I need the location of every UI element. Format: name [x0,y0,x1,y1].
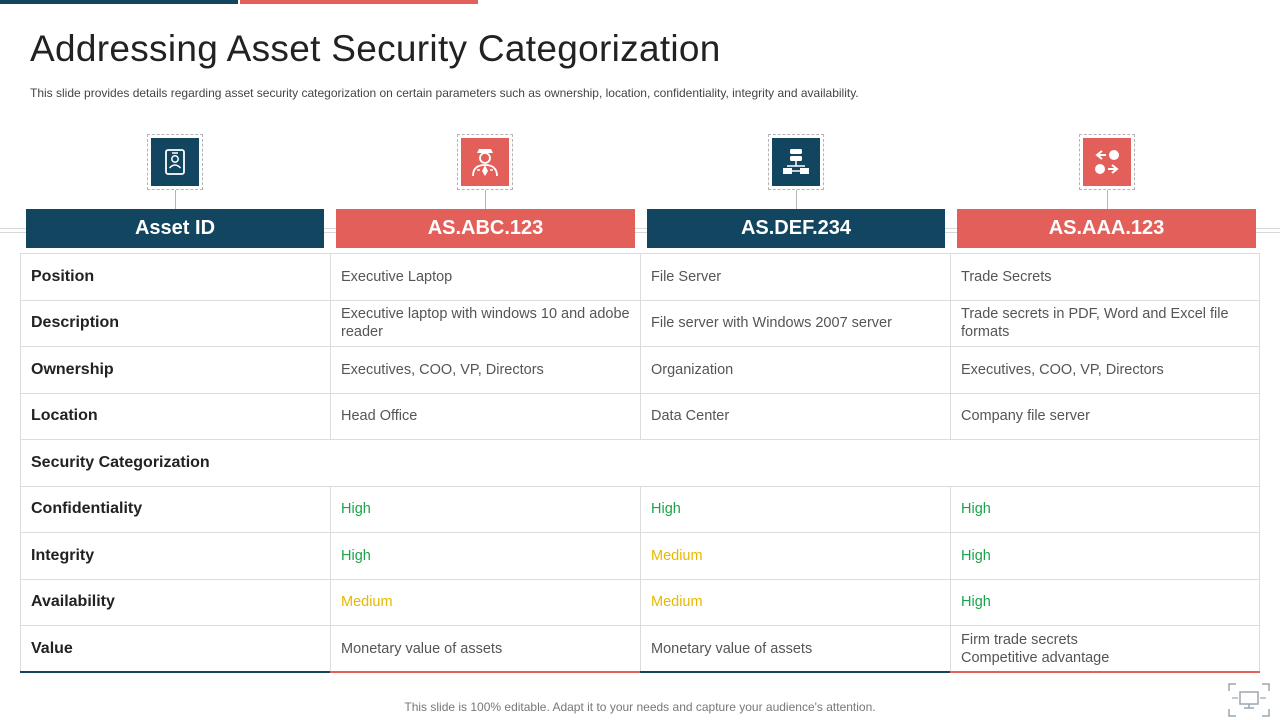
rating-cell: High [330,486,640,532]
asset-table: Position Executive Laptop File Server Tr… [20,253,1260,673]
table-row-integrity: Integrity High Medium High [20,533,1260,580]
executive-person-icon [461,138,509,186]
table-cell: Executive laptop with windows 10 and ado… [330,300,640,346]
rating-cell: High [950,579,1260,625]
footer-note: This slide is 100% editable. Adapt it to… [404,700,876,714]
rating-cell: High [950,486,1260,532]
icon-frame-abc [457,134,513,190]
icon-connector [796,190,797,209]
value-line-2: Competitive advantage [961,650,1110,667]
table-cell: Executives, COO, VP, Directors [950,347,1260,393]
table-row-availability: Availability Medium Medium High [20,579,1260,626]
row-label: Location [20,393,330,439]
header-asset-id: Asset ID [26,209,324,248]
icon-frame-aaa [1079,134,1135,190]
top-accent-bar-red [240,0,478,4]
table-bottom-accent [20,671,1260,673]
table-row-section: Security Categorization [20,440,1260,487]
row-label: Value [20,626,330,673]
table-cell: Trade secrets in PDF, Word and Excel fil… [950,300,1260,346]
table-row-description: Description Executive laptop with window… [20,300,1260,347]
table-cell: Monetary value of assets [330,626,640,673]
table-cell: Firm trade secrets Competitive advantage [950,626,1260,673]
header-as-aaa-123: AS.AAA.123 [957,209,1256,248]
row-label: Integrity [20,533,330,579]
rating-cell: High [950,533,1260,579]
bottom-accent-navy [640,671,950,673]
row-label: Availability [20,579,330,625]
header-guide-line [0,228,1280,229]
table-cell: Data Center [640,393,950,439]
table-cell: Company file server [950,393,1260,439]
table-cell: Executives, COO, VP, Directors [330,347,640,393]
table-row-position: Position Executive Laptop File Server Tr… [20,254,1260,301]
row-label: Confidentiality [20,486,330,532]
rating-cell: High [330,533,640,579]
table-cell: Head Office [330,393,640,439]
table-row-value: Value Monetary value of assets Monetary … [20,626,1260,673]
table-cell: Trade Secrets [950,254,1260,300]
page-subtitle: This slide provides details regarding as… [30,86,859,100]
rating-cell: Medium [640,579,950,625]
table-cell: File server with Windows 2007 server [640,300,950,346]
icon-frame-asset-id [147,134,203,190]
header-as-def-234: AS.DEF.234 [647,209,945,248]
icon-connector [175,190,176,209]
presentation-screen-icon [1228,683,1270,717]
bottom-accent-red [950,671,1260,673]
table-row-confidentiality: Confidentiality High High High [20,486,1260,533]
table-row-ownership: Ownership Executives, COO, VP, Directors… [20,347,1260,394]
table-cell: File Server [640,254,950,300]
table-row-location: Location Head Office Data Center Company… [20,393,1260,440]
header-guide-line-2 [0,232,1280,233]
rating-cell: Medium [330,579,640,625]
top-accent-bar-navy [0,0,238,4]
icon-frame-def [768,134,824,190]
id-badge-icon [151,138,199,186]
rating-cell: Medium [640,533,950,579]
row-label: Description [20,300,330,346]
rating-cell: High [640,486,950,532]
table-cell: Organization [640,347,950,393]
shapes-exchange-icon [1083,138,1131,186]
icon-connector [1107,190,1108,209]
section-heading: Security Categorization [20,440,1260,486]
bottom-accent-red [330,671,640,673]
icon-connector [485,190,486,209]
header-as-abc-123: AS.ABC.123 [336,209,635,248]
table-cell: Monetary value of assets [640,626,950,673]
page-title: Addressing Asset Security Categorization [30,28,721,69]
row-label: Position [20,254,330,300]
bottom-accent-navy [20,671,330,673]
server-network-icon [772,138,820,186]
row-label: Ownership [20,347,330,393]
value-line-1: Firm trade secrets [961,632,1078,649]
table-cell: Executive Laptop [330,254,640,300]
